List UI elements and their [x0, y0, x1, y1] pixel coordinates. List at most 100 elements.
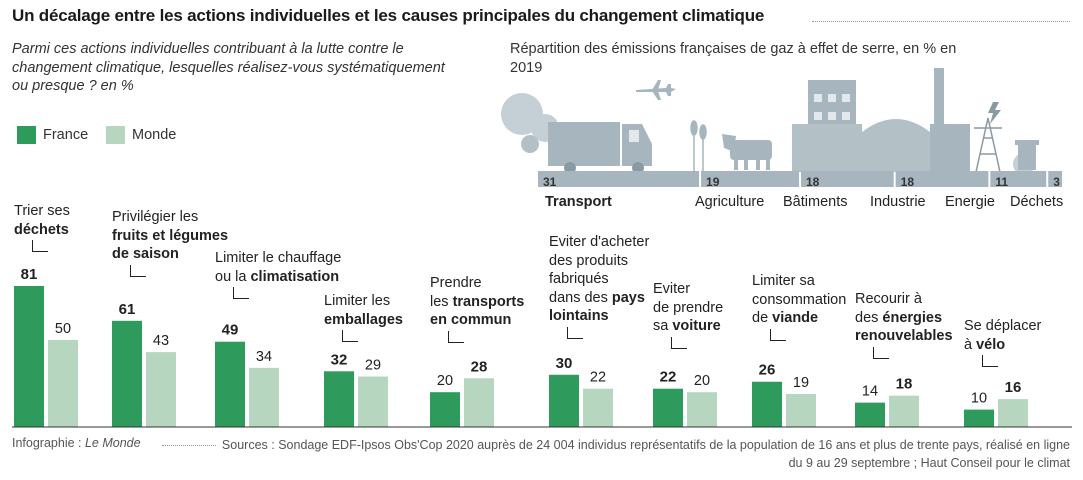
- wheat-icon: [690, 120, 707, 172]
- emissions-value: 18: [900, 175, 915, 189]
- category-label: Se déplacer à vélo: [964, 318, 1042, 353]
- survey-bars: 81 50 61 43 49 34 32 29 20 28 30 22 22 20 26 19 14 18 10 16: [14, 266, 1028, 427]
- emissions-value: 3: [1053, 175, 1060, 189]
- legend-label-france: France: [43, 127, 89, 143]
- value-label-monde: 50: [55, 321, 71, 337]
- emissions-segment: [895, 171, 989, 187]
- emissions-category-label: Industrie: [870, 194, 926, 210]
- legend-item-monde: Monde: [106, 126, 176, 144]
- sources: Sources : Sondage EDF-Ipsos Obs'Cop 2020…: [221, 438, 1070, 470]
- credit-prefix: Infographie :: [12, 436, 85, 450]
- credit-source: Le Monde: [84, 436, 141, 450]
- value-label-france: 22: [660, 369, 677, 386]
- value-label-monde: 16: [1005, 379, 1022, 396]
- bar-france: [549, 374, 579, 427]
- value-label-monde: 20: [694, 373, 710, 389]
- value-label-monde: 29: [365, 358, 381, 374]
- bar-monde: [998, 399, 1028, 427]
- emissions-category-label: Energie: [945, 194, 995, 210]
- emissions-segment: [538, 171, 700, 187]
- emissions-bars: [538, 171, 1062, 187]
- chart-title: Un décalage entre les actions individuel…: [12, 6, 765, 25]
- bar-monde: [146, 352, 176, 427]
- label-callout-tail: [130, 264, 146, 277]
- value-label-france: 10: [971, 391, 987, 407]
- emissions-category-label: Bâtiments: [783, 194, 848, 210]
- category-label: Limiter les emballages: [324, 293, 403, 328]
- building-icon: [792, 80, 862, 172]
- value-label-france: 49: [222, 322, 239, 339]
- emissions-segment: [1048, 171, 1062, 187]
- emissions-segment: [701, 171, 799, 187]
- factory-icon: [862, 68, 970, 172]
- legend-swatch-france: [17, 126, 36, 144]
- category-label: Recourir à des énergies renouvelables: [855, 291, 953, 344]
- category-label: Limiter sa consommation de viande: [752, 273, 847, 326]
- chart-subtitle: Parmi ces actions individuelles contribu…: [12, 41, 445, 94]
- category-label: Limiter le chauffage ou la climatisation: [215, 250, 342, 285]
- title-dotted-rule: [812, 21, 1070, 22]
- category-label: Eviter d'acheter des produits fabriqués dan…: [549, 234, 650, 324]
- bar-monde: [583, 388, 613, 427]
- category-label: Prendre les transports en commun: [430, 275, 525, 328]
- label-callout-tail: [770, 328, 786, 341]
- emissions-category-label: Agriculture: [695, 194, 765, 210]
- credit: Infographie : Le Monde: [12, 436, 141, 450]
- pylon-icon: [974, 117, 1002, 172]
- truck-icon: [548, 122, 652, 172]
- label-callout-tail: [32, 240, 48, 252]
- emissions-illustration: [501, 68, 1039, 172]
- legend-label-monde: Monde: [132, 127, 177, 143]
- cow-icon: [722, 134, 772, 170]
- emissions-value: 11: [995, 175, 1009, 189]
- value-label-france: 61: [119, 301, 136, 318]
- value-label-france: 26: [759, 362, 776, 379]
- bar-monde: [786, 393, 816, 427]
- category-label: Privilégier les fruits et légumes de saiso…: [112, 209, 229, 262]
- bar-france: [430, 392, 460, 427]
- value-label-monde: 34: [256, 349, 272, 365]
- category-label: Eviter de prendre sa voiture: [653, 281, 724, 334]
- emissions-value: 19: [706, 175, 720, 189]
- value-label-france: 32: [331, 351, 348, 368]
- bar-monde: [889, 395, 919, 427]
- label-callout-tail: [671, 336, 687, 349]
- value-label-monde: 28: [471, 358, 488, 375]
- value-label-monde: 18: [896, 376, 913, 393]
- bar-monde: [48, 339, 78, 427]
- value-label-france: 30: [556, 355, 573, 372]
- bar-france: [752, 381, 782, 427]
- lightning-icon: [988, 102, 1001, 124]
- value-label-monde: 19: [793, 375, 809, 391]
- bar-france: [112, 320, 142, 427]
- label-callout-tail: [873, 346, 889, 359]
- label-callout-tail: [233, 287, 249, 299]
- emissions-value: 31: [543, 175, 557, 189]
- bar-monde: [464, 378, 494, 427]
- label-callout-tail: [342, 330, 358, 342]
- trash-bin-icon: [1015, 140, 1039, 170]
- emissions-value: 18: [806, 175, 820, 189]
- label-callout-tail: [982, 355, 998, 367]
- credit-dotted-rule: [162, 445, 216, 446]
- emissions-category-label: Transport: [545, 194, 612, 210]
- label-callout-tail: [567, 326, 583, 339]
- value-label-monde: 22: [590, 370, 606, 386]
- category-label: Trier ses déchets: [14, 203, 70, 238]
- value-label-france: 81: [21, 266, 38, 283]
- value-label-france: 14: [862, 384, 878, 400]
- bar-france: [653, 388, 683, 427]
- emissions-category-label: Déchets: [1010, 194, 1064, 210]
- bar-france: [215, 341, 245, 427]
- bar-monde: [358, 376, 388, 427]
- legend-item-france: France: [17, 126, 88, 144]
- bar-france: [14, 286, 44, 427]
- bar-france: [964, 409, 994, 427]
- emissions-segment: [990, 171, 1047, 187]
- legend-swatch-monde: [106, 126, 125, 144]
- value-label-france: 20: [437, 373, 453, 389]
- emissions-segment: [801, 171, 894, 187]
- airplane-icon: [636, 80, 676, 100]
- label-callout-tail: [448, 330, 464, 343]
